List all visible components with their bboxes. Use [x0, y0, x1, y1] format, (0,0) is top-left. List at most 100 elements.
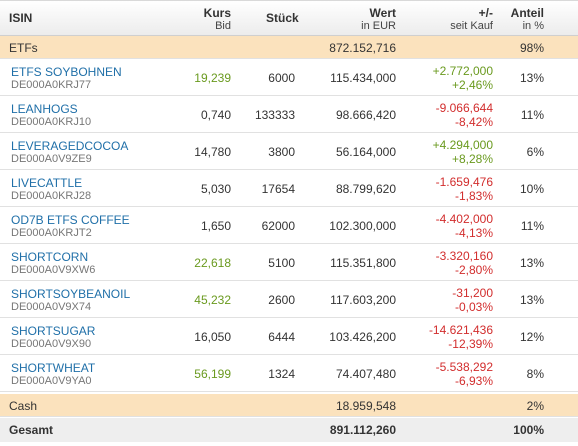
security-isin: DE000A0V9ZE9	[11, 153, 92, 165]
col-kurs-sublabel: Bid	[215, 20, 231, 32]
kurs-value: 14,780	[194, 145, 231, 159]
wert-value: 88.799,620	[335, 182, 396, 196]
wert-value: 56.164,000	[335, 145, 396, 159]
pm-absolute: -31,200	[452, 286, 493, 300]
anteil-value: 6%	[526, 145, 544, 159]
stueck-value: 1324	[268, 367, 295, 381]
wert-value: 115.351,800	[330, 256, 396, 270]
col-kurs-label: Kurs	[203, 6, 231, 20]
pm-percent: -4,13%	[454, 226, 493, 240]
table-row: SHORTWHEAT DE000A0V9YA0 56,199 1324 74.407,4…	[0, 355, 578, 392]
stueck-value: 5100	[268, 256, 295, 270]
wert-value: 98.666,420	[335, 108, 396, 122]
pm-absolute: -3.320,160	[435, 249, 493, 263]
pm-absolute: -5.538,292	[435, 360, 493, 374]
kurs-value: 0,740	[200, 108, 231, 122]
stueck-value: 17654	[261, 182, 295, 196]
pm-percent: -8,42%	[454, 115, 493, 129]
security-name-link[interactable]: SHORTWHEAT	[11, 361, 96, 375]
pm-percent: -6,93%	[454, 374, 493, 388]
security-name-link[interactable]: ETFS SOYBOHNEN	[11, 65, 122, 79]
stueck-value: 62000	[261, 219, 295, 233]
kurs-value: 45,232	[194, 293, 231, 307]
pm-percent: -2,80%	[454, 263, 493, 277]
etf-section-row: ETFs 872.152,716 98%	[0, 36, 578, 59]
security-isin: DE000A0V9XW6	[11, 264, 96, 276]
security-isin: DE000A0V9YA0	[11, 375, 92, 387]
security-name-link[interactable]: SHORTSOYBEANOIL	[11, 287, 131, 301]
wert-value: 117.603,200	[330, 293, 396, 307]
pm-percent: -0,03%	[454, 300, 493, 314]
pm-absolute: -14.621,436	[428, 323, 493, 337]
table-row: SHORTSUGAR DE000A0V9X90 16,050 6444 103.426,…	[0, 318, 578, 355]
etf-section-wert: 872.152,716	[329, 41, 396, 55]
table-row: LEVERAGEDCOCOA DE000A0V9ZE9 14,780 3800 56.1…	[0, 133, 578, 170]
col-wert-sublabel: in EUR	[361, 20, 396, 32]
table-header: ISIN Kurs Bid Stück Wert in EUR +/- seit…	[0, 0, 578, 36]
kurs-value: 5,030	[200, 182, 231, 196]
col-pm-sublabel: seit Kauf	[450, 20, 493, 32]
anteil-value: 13%	[519, 256, 544, 270]
anteil-value: 11%	[520, 219, 544, 233]
col-isin-header: ISIN	[9, 11, 33, 25]
security-isin: DE000A0KRJ10	[11, 116, 92, 128]
pm-percent: +8,28%	[451, 152, 493, 166]
kurs-value: 56,199	[194, 367, 231, 381]
total-anteil: 100%	[513, 423, 544, 437]
security-name-link[interactable]: LEANHOGS	[11, 102, 78, 116]
security-name-link[interactable]: SHORTCORN	[11, 250, 89, 264]
cash-row: Cash 18.959,548 2%	[0, 394, 578, 417]
stueck-value: 6000	[268, 71, 295, 85]
col-kurs-header: Kurs Bid	[204, 6, 231, 33]
pm-percent: -1,83%	[454, 189, 493, 203]
col-pm-label: +/-	[478, 6, 493, 20]
total-label: Gesamt	[9, 423, 54, 437]
table-row: SHORTSOYBEANOIL DE000A0V9X74 45,232 2600 117…	[0, 281, 578, 318]
col-wert-label: Wert	[369, 6, 396, 20]
col-anteil-sublabel: in %	[522, 20, 544, 32]
pm-absolute: -1.659,476	[435, 175, 493, 189]
pm-absolute: +4.294,000	[432, 138, 493, 152]
stueck-value: 6444	[268, 330, 295, 344]
stueck-value: 2600	[268, 293, 295, 307]
stueck-value: 3800	[268, 145, 295, 159]
table-row: SHORTCORN DE000A0V9XW6 22,618 5100 115.351,8…	[0, 244, 578, 281]
total-wert: 891.112,260	[329, 423, 396, 437]
security-name-link[interactable]: OD7B ETFS COFFEE	[11, 213, 130, 227]
security-isin: DE000A0KRJT2	[11, 227, 92, 239]
anteil-value: 11%	[520, 108, 544, 122]
cash-anteil: 2%	[526, 399, 544, 413]
pm-absolute: -4.402,000	[435, 212, 493, 226]
stueck-value: 133333	[254, 108, 295, 122]
kurs-value: 22,618	[194, 256, 231, 270]
pm-percent: -12,39%	[448, 337, 493, 351]
table-row: LEANHOGS DE000A0KRJ10 0,740 133333 98.666,42…	[0, 96, 578, 133]
cash-wert: 18.959,548	[335, 399, 396, 413]
anteil-value: 8%	[526, 367, 544, 381]
etf-section-label: ETFs	[9, 41, 38, 55]
security-isin: DE000A0KRJ28	[11, 190, 92, 202]
table-row: OD7B ETFS COFFEE DE000A0KRJT2 1,650 62000 10…	[0, 207, 578, 244]
etf-section-anteil: 98%	[519, 41, 544, 55]
pm-absolute: -9.066,644	[435, 101, 493, 115]
col-stueck-header: Stück	[266, 11, 299, 25]
cash-label: Cash	[9, 399, 38, 413]
security-name-link[interactable]: LEVERAGEDCOCOA	[11, 139, 129, 153]
pm-absolute: +2.772,000	[432, 64, 493, 78]
security-isin: DE000A0V9X74	[11, 301, 92, 313]
wert-value: 103.426,200	[329, 330, 396, 344]
table-row: ETFS SOYBOHNEN DE000A0KRJ77 19,239 6000 115.…	[0, 59, 578, 96]
kurs-value: 19,239	[194, 71, 231, 85]
kurs-value: 16,050	[194, 330, 231, 344]
kurs-value: 1,650	[200, 219, 231, 233]
wert-value: 115.434,000	[330, 71, 396, 85]
security-name-link[interactable]: LIVECATTLE	[11, 176, 83, 190]
anteil-value: 10%	[519, 182, 544, 196]
col-pm-header: +/- seit Kauf	[450, 6, 493, 33]
col-wert-header: Wert in EUR	[361, 6, 396, 33]
security-isin: DE000A0V9X90	[11, 338, 92, 350]
security-name-link[interactable]: SHORTSUGAR	[11, 324, 96, 338]
col-anteil-label: Anteil	[510, 6, 544, 20]
pm-percent: +2,46%	[451, 78, 493, 92]
